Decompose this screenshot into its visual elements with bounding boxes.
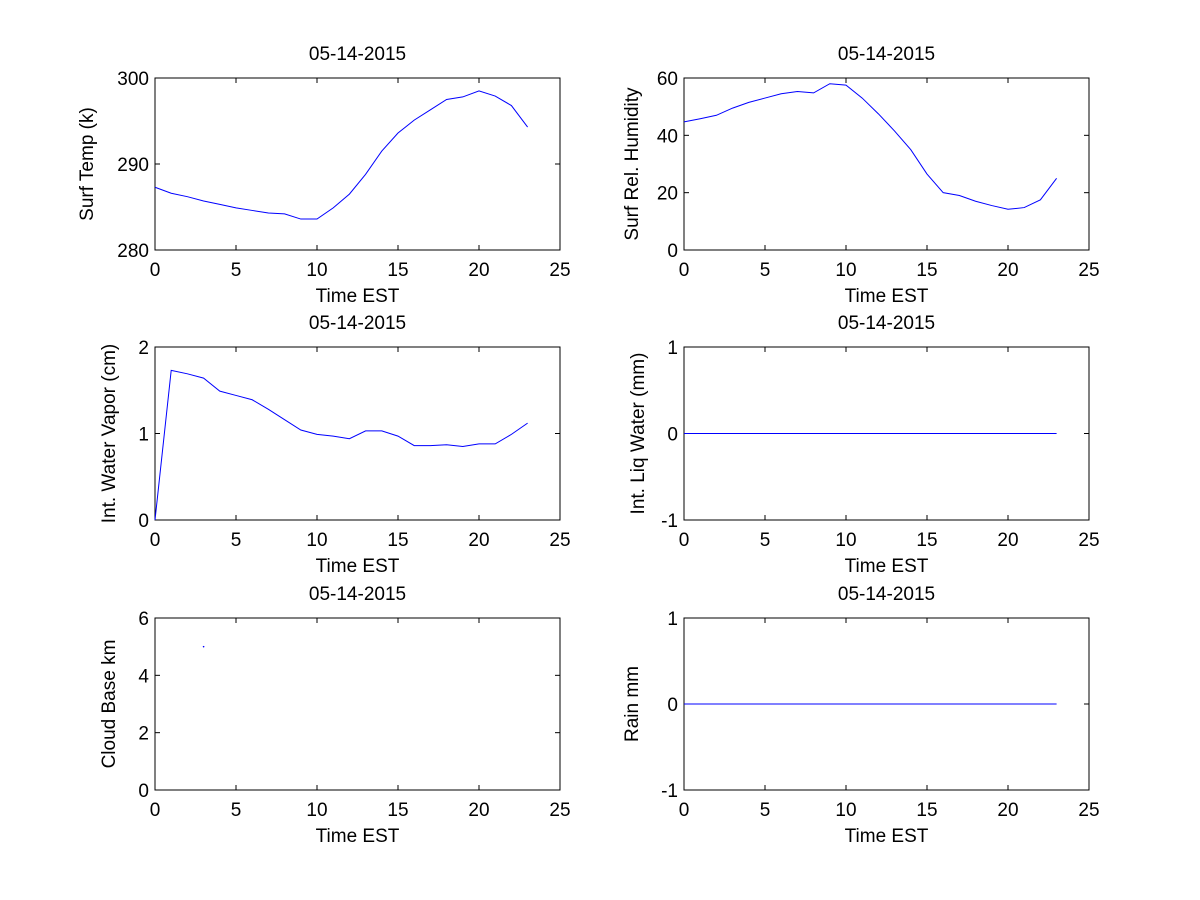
axes-box bbox=[154, 77, 561, 251]
chart-title: 05-14-2015 bbox=[838, 584, 935, 605]
x-tick-label: 10 bbox=[835, 260, 856, 281]
x-tick-label: 20 bbox=[468, 260, 489, 281]
x-tick-label: 15 bbox=[387, 800, 408, 821]
series-line bbox=[154, 369, 528, 521]
y-tick-label: 0 bbox=[667, 241, 678, 262]
x-tick-label: 0 bbox=[679, 800, 690, 821]
x-tick-label: 0 bbox=[150, 800, 161, 821]
x-tick-label: 0 bbox=[150, 530, 161, 551]
x-tick-label: 20 bbox=[468, 800, 489, 821]
x-tick-label: 20 bbox=[997, 530, 1018, 551]
y-tick-label: 0 bbox=[667, 695, 678, 716]
x-axis-label: Time EST bbox=[845, 286, 929, 307]
x-tick-label: 15 bbox=[916, 260, 937, 281]
y-tick-label: 2 bbox=[138, 724, 149, 745]
y-tick-label: 0 bbox=[138, 511, 149, 532]
x-tick-label: 10 bbox=[306, 260, 327, 281]
x-tick-label: 25 bbox=[1078, 260, 1099, 281]
chart-panel-5: 0 5 10 15 20 25 0 2 4 6 05-14-2015 Time EST Cloud Ba… bbox=[99, 584, 571, 847]
y-tick-label: -1 bbox=[661, 781, 678, 802]
x-tick-label: 20 bbox=[997, 800, 1018, 821]
x-tick-label: 10 bbox=[835, 530, 856, 551]
x-tick-label: 5 bbox=[760, 260, 771, 281]
y-axis-label: Surf Temp (k) bbox=[77, 107, 98, 221]
y-tick-label: 60 bbox=[657, 69, 678, 90]
y-tick-label: -1 bbox=[661, 511, 678, 532]
x-tick-label: 5 bbox=[231, 260, 242, 281]
axes-box bbox=[154, 346, 561, 521]
chart-title: 05-14-2015 bbox=[309, 44, 406, 65]
x-tick-label: 0 bbox=[679, 260, 690, 281]
x-tick-label: 10 bbox=[306, 800, 327, 821]
x-tick-label: 25 bbox=[549, 530, 570, 551]
x-tick-label: 15 bbox=[387, 260, 408, 281]
x-axis-label: Time EST bbox=[845, 556, 929, 577]
y-axis-label: Surf Rel. Humidity bbox=[622, 87, 643, 241]
x-tick-label: 25 bbox=[549, 800, 570, 821]
axes-box bbox=[154, 617, 561, 791]
x-tick-label: 0 bbox=[150, 260, 161, 281]
chart-panel-2: 0 5 10 15 20 25 0 20 40 60 05-14-2015 Time EST Surf … bbox=[622, 44, 1100, 307]
x-axis-label: Time EST bbox=[845, 826, 929, 847]
x-tick-label: 15 bbox=[387, 530, 408, 551]
x-tick-label: 0 bbox=[679, 530, 690, 551]
chart-title: 05-14-2015 bbox=[309, 313, 406, 334]
series-line bbox=[683, 83, 1057, 210]
y-tick-label: 0 bbox=[667, 425, 678, 446]
chart-panel-3: 0 5 10 15 20 25 0 1 2 05-14-2015 Time EST Int. Wate… bbox=[99, 313, 571, 577]
x-tick-label: 20 bbox=[997, 260, 1018, 281]
x-axis-label: Time EST bbox=[316, 556, 400, 577]
y-axis-label: Cloud Base km bbox=[99, 640, 120, 769]
x-tick-label: 10 bbox=[835, 800, 856, 821]
x-axis-label: Time EST bbox=[316, 286, 400, 307]
x-tick-label: 15 bbox=[916, 800, 937, 821]
y-tick-label: 1 bbox=[138, 425, 149, 446]
y-tick-label: 0 bbox=[138, 781, 149, 802]
y-tick-label: 1 bbox=[667, 338, 678, 359]
x-tick-label: 5 bbox=[231, 800, 242, 821]
y-tick-label: 300 bbox=[117, 69, 149, 90]
x-tick-label: 5 bbox=[231, 530, 242, 551]
y-tick-label: 4 bbox=[138, 666, 149, 687]
x-tick-label: 5 bbox=[760, 800, 771, 821]
y-axis-label: Int. Liq Water (mm) bbox=[628, 353, 649, 515]
y-tick-label: 290 bbox=[117, 155, 149, 176]
x-tick-label: 25 bbox=[1078, 800, 1099, 821]
chart-title: 05-14-2015 bbox=[838, 44, 935, 65]
chart-title: 05-14-2015 bbox=[838, 313, 935, 334]
y-tick-label: 1 bbox=[667, 609, 678, 630]
x-axis-label: Time EST bbox=[316, 826, 400, 847]
series-line bbox=[154, 90, 528, 220]
x-tick-label: 5 bbox=[760, 530, 771, 551]
y-tick-label: 280 bbox=[117, 241, 149, 262]
y-tick-label: 20 bbox=[657, 184, 678, 205]
x-tick-label: 15 bbox=[916, 530, 937, 551]
chart-panel-1: 0 5 10 15 20 25 280 290 300 05-14-2015 Time EST Sur… bbox=[77, 44, 571, 307]
y-tick-label: 2 bbox=[138, 338, 149, 359]
x-tick-label: 25 bbox=[549, 260, 570, 281]
y-axis-label: Rain mm bbox=[622, 666, 643, 742]
data-point bbox=[202, 645, 205, 648]
y-axis-label: Int. Water Vapor (cm) bbox=[99, 344, 120, 523]
y-tick-label: 40 bbox=[657, 126, 678, 147]
chart-title: 05-14-2015 bbox=[309, 584, 406, 605]
x-tick-label: 20 bbox=[468, 530, 489, 551]
x-tick-label: 25 bbox=[1078, 530, 1099, 551]
y-tick-label: 6 bbox=[138, 609, 149, 630]
axes-box bbox=[683, 77, 1090, 251]
x-tick-label: 10 bbox=[306, 530, 327, 551]
